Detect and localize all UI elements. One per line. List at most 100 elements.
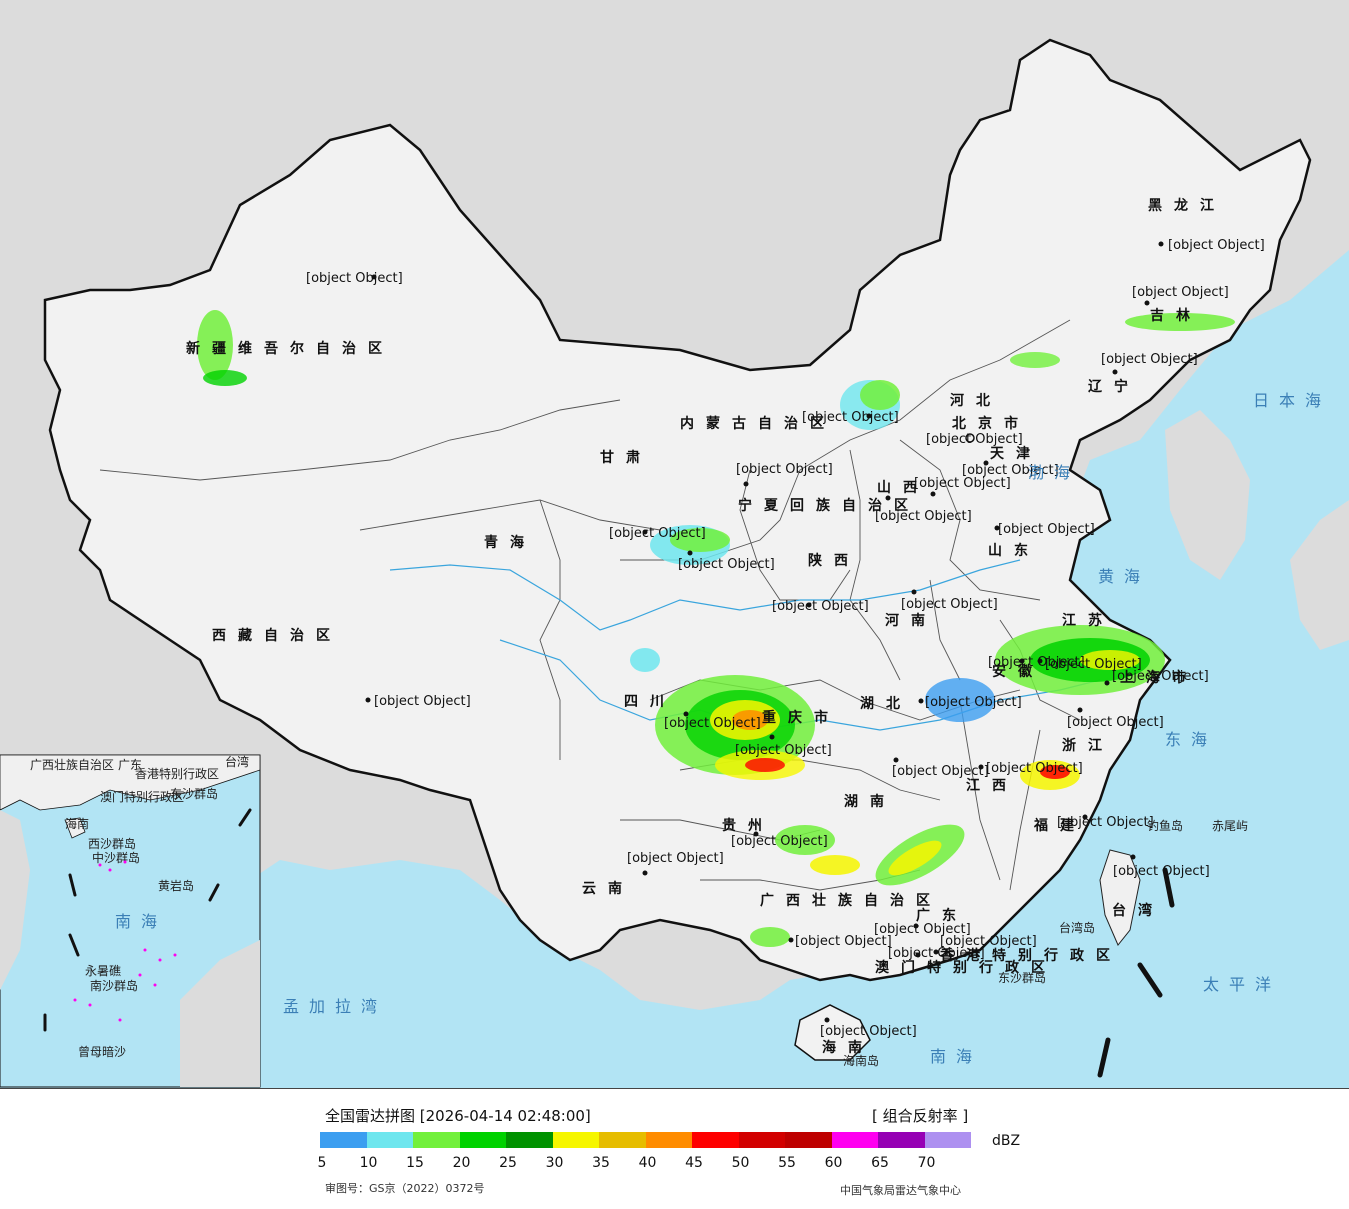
svg-text:陕西: 陕西 (808, 552, 860, 569)
scale-tick: 70 (917, 1155, 936, 1171)
scale-tick: 30 (545, 1155, 564, 1171)
credit-text: 中国气象局雷达气象中心 (840, 1184, 961, 1197)
svg-text:台湾岛: 台湾岛 (1059, 920, 1095, 935)
svg-text:北京市: 北京市 (952, 415, 1030, 432)
product-type: [ 组合反射率 ] (872, 1107, 969, 1125)
svg-text:澳门特别行政区: 澳门特别行政区 (100, 789, 184, 804)
svg-text:[object Object]: [object Object] (1132, 285, 1229, 300)
legend-title: 全国雷达拼图 [2026-04-14 02:48:00] (325, 1107, 591, 1125)
svg-text:香港特别行政区: 香港特别行政区 (135, 766, 219, 781)
review-number: 审图号：GS京（2022）0372号 (325, 1182, 485, 1195)
svg-text:广西壮族自治区: 广西壮族自治区 (760, 892, 942, 909)
svg-text:[object Object]: [object Object] (306, 271, 403, 286)
scale-swatch (459, 1132, 506, 1148)
scale-swatch (645, 1132, 692, 1148)
svg-text:[object Object]: [object Object] (736, 462, 833, 477)
scale-swatch (738, 1132, 785, 1148)
svg-text:安徽: 安徽 (992, 663, 1044, 680)
svg-text:赤尾屿: 赤尾屿 (1212, 819, 1248, 833)
svg-text:香港特别行政区: 香港特别行政区 (939, 947, 1122, 964)
svg-text:[object Object]: [object Object] (609, 526, 706, 541)
scale-swatch (506, 1132, 553, 1148)
scale-swatch (599, 1132, 646, 1148)
svg-text:海南: 海南 (822, 1039, 874, 1056)
svg-text:山东: 山东 (988, 542, 1040, 559)
china-land (43, 38, 1312, 982)
svg-text:[object Object]: [object Object] (892, 764, 989, 779)
japan-land (1290, 500, 1349, 650)
svg-text:渤海: 渤海 (1028, 463, 1080, 482)
svg-text:海南岛: 海南岛 (843, 1053, 879, 1068)
sea-labels: 渤海 黄海 东海 日本海 太平洋 南海 孟加拉湾 钓鱼岛 赤尾屿 台湾岛 东沙群… (283, 391, 1331, 1068)
svg-text:西沙群岛: 西沙群岛 (88, 836, 136, 851)
svg-text:太平洋: 太平洋 (1203, 975, 1281, 994)
svg-text:云南: 云南 (582, 880, 634, 897)
svg-text:[object Object]: [object Object] (925, 695, 1022, 710)
svg-text:曾母暗沙: 曾母暗沙 (78, 1044, 126, 1059)
scale-ticks: 5 10 15 20 25 30 35 40 45 50 55 60 65 70 (318, 1155, 980, 1173)
svg-text:[object Object]: [object Object] (664, 716, 761, 731)
svg-text:东沙群岛: 东沙群岛 (170, 786, 218, 801)
svg-text:钓鱼岛: 钓鱼岛 (1147, 818, 1183, 833)
svg-text:辽宁: 辽宁 (1088, 378, 1140, 395)
svg-text:[object Object]: [object Object] (914, 476, 1011, 491)
svg-text:黑龙江: 黑龙江 (1148, 197, 1226, 214)
svg-text:甘肃: 甘肃 (600, 449, 652, 466)
map-canvas: 新疆维吾尔自治区 西藏自治区 青海 甘肃 内蒙古自治区 黑龙江 吉林 辽宁 河北… (0, 0, 1349, 1088)
svg-text:[object Object]: [object Object] (986, 761, 1083, 776)
svg-text:[object Object]: [object Object] (820, 1024, 917, 1039)
scale-tick: 45 (685, 1155, 703, 1171)
province-borders (99, 319, 1081, 891)
svg-text:新疆维吾尔自治区: 新疆维吾尔自治区 (186, 340, 394, 357)
svg-text:内蒙古自治区: 内蒙古自治区 (680, 415, 836, 432)
radar-echoes (197, 310, 1235, 947)
svg-text:[object Object]: [object Object] (874, 922, 971, 937)
svg-text:[object Object]: [object Object] (795, 934, 892, 949)
scale-swatch (692, 1132, 739, 1148)
scale-swatch (924, 1132, 971, 1148)
svg-text:[object Object]: [object Object] (962, 463, 1059, 478)
svg-text:[object Object]: [object Object] (926, 432, 1023, 447)
svg-text:黄岩岛: 黄岩岛 (158, 878, 194, 893)
scale-tick: 40 (638, 1155, 657, 1171)
scale-tick: 65 (871, 1155, 889, 1171)
svg-text:湖南: 湖南 (844, 793, 896, 810)
svg-text:浙江: 浙江 (1062, 737, 1114, 754)
svg-text:吉林: 吉林 (1150, 307, 1202, 324)
scale-swatch (878, 1132, 925, 1148)
svg-text:日本海: 日本海 (1253, 391, 1331, 410)
scale-tick: 20 (452, 1155, 471, 1171)
svg-text:四川: 四川 (624, 694, 676, 710)
svg-text:[object Object]: [object Object] (1112, 669, 1209, 684)
city-labels: [object Object] [object Object] [object … (306, 238, 1265, 1039)
svg-text:东沙群岛: 东沙群岛 (998, 970, 1046, 985)
legend-panel: 全国雷达拼图 [2026-04-14 02:48:00] [ 组合反射率 ] d… (0, 1088, 1349, 1209)
svg-text:[object Object]: [object Object] (1101, 352, 1198, 367)
svg-text:黄海: 黄海 (1098, 567, 1150, 586)
svg-text:贵州: 贵州 (722, 817, 774, 834)
svg-text:南沙群岛: 南沙群岛 (90, 978, 138, 993)
svg-text:孟加拉湾: 孟加拉湾 (283, 997, 387, 1016)
scale-swatch (320, 1132, 367, 1148)
south-china-sea-inset: 广西壮族自治区 广东 香港特别行政区 澳门特别行政区 东沙群岛 海南 西沙群岛 … (0, 754, 261, 1088)
svg-text:江苏: 江苏 (1062, 612, 1114, 629)
svg-text:南海: 南海 (930, 1047, 982, 1066)
svg-text:[object Object]: [object Object] (735, 743, 832, 758)
scale-tick: 55 (778, 1155, 796, 1171)
svg-text:[object Object]: [object Object] (772, 599, 869, 614)
taiwan-island (1099, 849, 1141, 946)
svg-text:[object Object]: [object Object] (678, 557, 775, 572)
svg-text:湖北: 湖北 (860, 696, 912, 712)
scale-tick: 25 (499, 1155, 517, 1171)
svg-text:天津: 天津 (990, 445, 1042, 462)
svg-text:[object Object]: [object Object] (1067, 715, 1164, 730)
svg-text:[object Object]: [object Object] (875, 509, 972, 524)
svg-text:广西壮族自治区: 广西壮族自治区 (30, 758, 114, 772)
svg-text:西藏自治区: 西藏自治区 (212, 627, 342, 644)
scale-swatch (413, 1132, 460, 1148)
scale-swatch (552, 1132, 599, 1148)
scale-swatch (831, 1132, 878, 1148)
svg-text:广东: 广东 (118, 758, 142, 772)
svg-text:上海市: 上海市 (1120, 669, 1198, 686)
svg-text:[object Object]: [object Object] (998, 522, 1095, 537)
